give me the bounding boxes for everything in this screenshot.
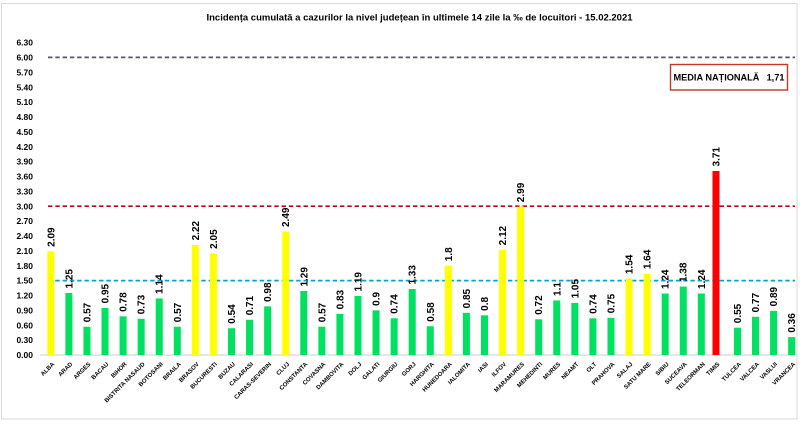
svg-text:5.70: 5.70 (16, 67, 33, 77)
svg-text:3.90: 3.90 (16, 157, 33, 167)
svg-text:0.57: 0.57 (317, 302, 328, 322)
svg-text:1.38: 1.38 (679, 262, 690, 282)
svg-text:3.71: 3.71 (711, 147, 722, 167)
svg-text:2.99: 2.99 (516, 182, 527, 202)
svg-text:6.30: 6.30 (16, 38, 33, 48)
svg-text:0.95: 0.95 (101, 283, 112, 303)
svg-text:0.00: 0.00 (16, 350, 33, 360)
svg-text:1.24: 1.24 (697, 269, 708, 289)
svg-text:0.54: 0.54 (227, 304, 238, 324)
svg-text:0.77: 0.77 (751, 292, 762, 312)
svg-text:2.12: 2.12 (498, 225, 509, 245)
svg-text:0.8: 0.8 (480, 296, 491, 310)
svg-text:0.83: 0.83 (335, 289, 346, 309)
svg-text:4.80: 4.80 (16, 112, 33, 122)
svg-text:0.89: 0.89 (769, 286, 780, 306)
svg-text:1.1: 1.1 (552, 282, 563, 296)
svg-text:1.80: 1.80 (16, 261, 33, 271)
svg-text:0.30: 0.30 (16, 335, 33, 345)
svg-text:3.30: 3.30 (16, 186, 33, 196)
svg-text:1.14: 1.14 (155, 274, 166, 294)
svg-text:1.8: 1.8 (444, 247, 455, 261)
svg-text:0.78: 0.78 (119, 292, 130, 312)
svg-text:1.54: 1.54 (625, 254, 636, 274)
svg-text:MEDIA NAȚIONALĂ 1,71: MEDIA NAȚIONALĂ 1,71 (674, 73, 785, 83)
svg-text:0.98: 0.98 (263, 282, 274, 302)
svg-text:Incidența cumulată a cazurilor: Incidența cumulată a cazurilor la nivel … (206, 13, 633, 24)
svg-text:6.00: 6.00 (16, 53, 33, 63)
svg-text:0.55: 0.55 (733, 303, 744, 323)
svg-text:0.72: 0.72 (534, 295, 545, 315)
svg-text:4.20: 4.20 (16, 142, 33, 152)
svg-text:0.58: 0.58 (426, 302, 437, 322)
svg-text:2.22: 2.22 (191, 220, 202, 240)
svg-text:2.40: 2.40 (16, 231, 33, 241)
svg-text:1.25: 1.25 (64, 269, 75, 289)
svg-text:2.09: 2.09 (46, 227, 57, 247)
svg-text:1.50: 1.50 (16, 276, 33, 286)
svg-text:0.57: 0.57 (82, 302, 93, 322)
svg-text:0.74: 0.74 (390, 294, 401, 314)
svg-text:0.73: 0.73 (137, 294, 148, 314)
svg-text:1.64: 1.64 (643, 249, 654, 269)
svg-text:0.60: 0.60 (16, 320, 33, 330)
svg-text:4.50: 4.50 (16, 127, 33, 137)
svg-text:3.00: 3.00 (16, 201, 33, 211)
svg-text:5.10: 5.10 (16, 97, 33, 107)
svg-text:1.24: 1.24 (661, 269, 672, 289)
svg-text:2.10: 2.10 (16, 246, 33, 256)
svg-text:1.19: 1.19 (353, 272, 364, 292)
svg-text:0.75: 0.75 (606, 293, 617, 313)
svg-text:5.40: 5.40 (16, 82, 33, 92)
svg-text:0.71: 0.71 (245, 295, 256, 315)
svg-text:0.85: 0.85 (462, 288, 473, 308)
svg-text:1.29: 1.29 (299, 267, 310, 287)
svg-text:1.20: 1.20 (16, 291, 33, 301)
svg-text:0.36: 0.36 (787, 313, 798, 333)
svg-text:2.05: 2.05 (209, 229, 220, 249)
svg-text:0.90: 0.90 (16, 306, 33, 316)
svg-text:2.70: 2.70 (16, 216, 33, 226)
svg-text:0.9: 0.9 (372, 292, 383, 306)
svg-text:1.05: 1.05 (570, 279, 581, 299)
svg-text:0.57: 0.57 (173, 302, 184, 322)
svg-text:2.49: 2.49 (281, 207, 292, 227)
svg-text:1.33: 1.33 (408, 265, 419, 285)
svg-text:0.74: 0.74 (588, 294, 599, 314)
svg-text:3.60: 3.60 (16, 172, 33, 182)
